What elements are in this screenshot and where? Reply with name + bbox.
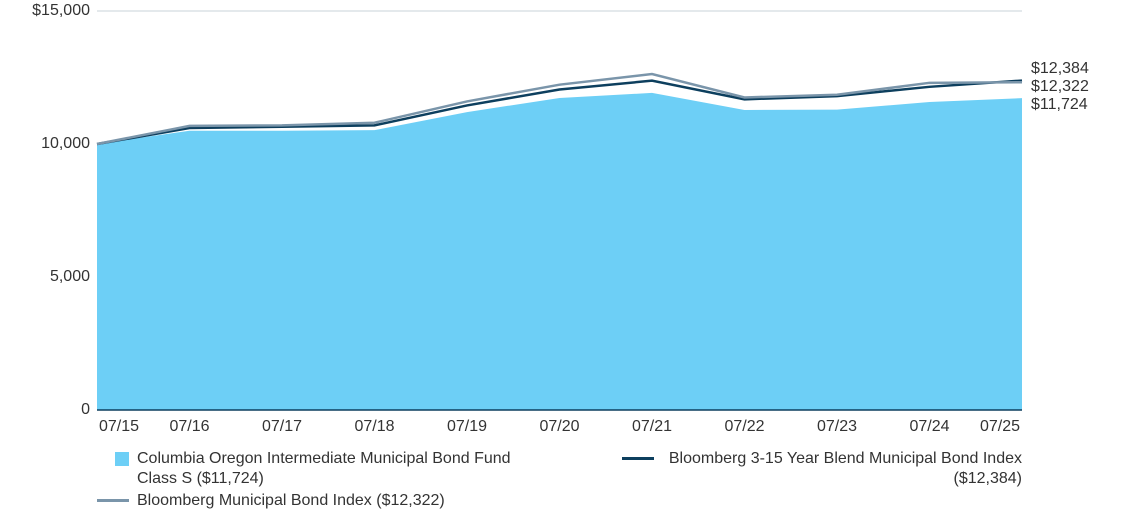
legend-item: Bloomberg Municipal Bond Index ($12,322) (97, 491, 617, 511)
x-tick-label: 07/20 (539, 418, 579, 435)
chart: 0 5,000 10,000 $15,000 07/15 07/16 07/17 07/18 0… (32, 2, 1089, 435)
legend-swatch (622, 457, 654, 460)
line (96, 79, 1023, 146)
line (96, 72, 1023, 146)
y-tick-label: 0 (81, 401, 90, 418)
y-tick-label: $15,000 (32, 2, 90, 19)
legend-swatch (97, 499, 129, 502)
legend-swatch (115, 452, 129, 466)
value-label: $12,384 (1031, 60, 1089, 77)
x-tick-label: 07/24 (909, 418, 949, 435)
legend-item: Bloomberg 3-15 Year Blend Municipal Bond… (622, 449, 1022, 489)
legend-item: Columbia Oregon Intermediate Municipal B… (115, 449, 535, 489)
legend-label: Bloomberg Municipal Bond Index ($12,322) (137, 492, 445, 509)
x-tick-label: 07/17 (262, 418, 302, 435)
legend-label: Bloomberg 3-15 Year Blend Municipal Bond… (668, 450, 1022, 487)
legend-label: Columbia Oregon Intermediate Municipal B… (137, 450, 511, 487)
x-tick-label: 07/16 (169, 418, 209, 435)
x-tick-label: 07/18 (354, 418, 394, 435)
y-tick-label: 10,000 (41, 135, 90, 152)
y-tick-label: 5,000 (50, 268, 90, 285)
value-label: $12,322 (1031, 78, 1089, 95)
area (97, 92, 1022, 410)
x-tick-label: 07/23 (817, 418, 857, 435)
x-tick-label: 07/19 (447, 418, 487, 435)
value-label: $11,724 (1031, 96, 1088, 113)
x-tick-label: 07/22 (724, 418, 764, 435)
x-tick-label: 07/21 (632, 418, 672, 435)
x-tick-label: 07/25 (980, 418, 1020, 435)
x-tick-label: 07/15 (99, 418, 139, 435)
